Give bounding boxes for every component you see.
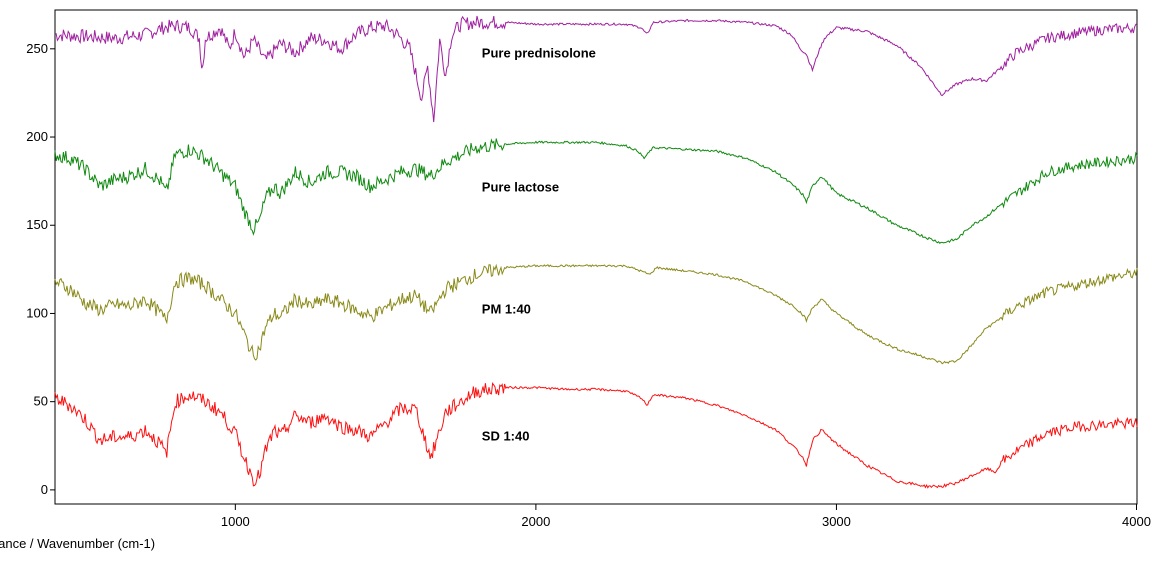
y-tick-label: 250 [26,41,48,56]
series-line-pure-lactose [54,138,1138,245]
series-line-pure-prednisolone [54,15,1138,123]
x-tick-label: 4000 [1122,514,1151,529]
plot-frame [54,9,1138,505]
y-tick-label: 100 [26,305,48,320]
x-axis-label: ittance / Wavenumber (cm-1) [0,536,156,551]
y-tick-label: 200 [26,129,48,144]
y-tick-label: 0 [41,482,48,497]
series-layer [54,15,1138,489]
series-label-sd-1-40: SD 1:40 [482,428,530,443]
series-label-pm-1-40: PM 1:40 [482,301,531,316]
axis-layer: 0 50 100 150 200 250 1000 2000 3000 4000 [26,41,1151,529]
series-label-layer: Pure prednisolone Pure lactose PM 1:40 SD 1… [482,46,596,444]
series-line-pm-1-40 [54,263,1138,365]
series-label-pure-prednisolone: Pure prednisolone [482,46,596,61]
series-label-pure-lactose: Pure lactose [482,180,559,195]
y-tick-label: 50 [34,394,48,409]
x-tick-label: 1000 [221,514,250,529]
x-tick-label: 2000 [521,514,550,529]
y-tick-label: 150 [26,217,48,232]
series-line-sd-1-40 [54,382,1138,489]
x-tick-label: 3000 [822,514,851,529]
